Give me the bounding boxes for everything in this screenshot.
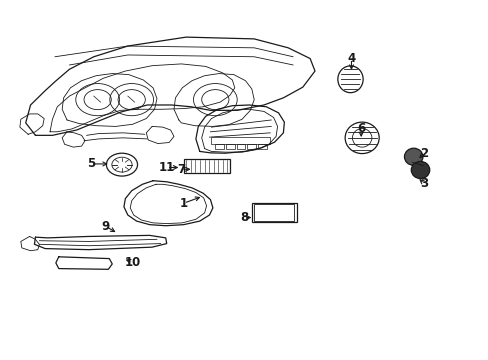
- Text: 5: 5: [87, 157, 95, 170]
- Text: 10: 10: [124, 256, 141, 269]
- Bar: [183, 159, 229, 173]
- Text: 11: 11: [158, 161, 175, 174]
- Bar: [215, 144, 224, 149]
- Text: 8: 8: [240, 211, 248, 224]
- Bar: [254, 204, 293, 221]
- Bar: [258, 144, 266, 149]
- Text: 2: 2: [420, 147, 427, 160]
- Ellipse shape: [404, 148, 422, 165]
- Bar: [225, 144, 234, 149]
- Text: 4: 4: [346, 52, 355, 65]
- Text: 3: 3: [420, 177, 427, 190]
- Bar: [236, 144, 245, 149]
- Text: 9: 9: [102, 220, 110, 233]
- Text: 6: 6: [356, 122, 365, 135]
- Bar: [247, 144, 256, 149]
- Bar: [211, 137, 269, 144]
- Bar: [251, 203, 296, 222]
- Ellipse shape: [410, 161, 429, 179]
- Text: 1: 1: [179, 197, 187, 210]
- Text: 7: 7: [177, 163, 185, 176]
